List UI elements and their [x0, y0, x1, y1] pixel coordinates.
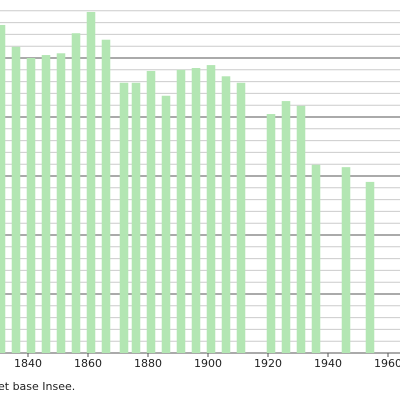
bar: [71, 33, 81, 353]
bar: [101, 39, 111, 354]
x-tick-label: 1920: [254, 357, 282, 370]
bar: [281, 101, 291, 353]
bar: [221, 76, 231, 353]
bar: [56, 53, 66, 353]
bar: [161, 95, 171, 353]
bar: [176, 69, 186, 354]
x-tick-label: 1860: [74, 357, 102, 370]
bar: [266, 114, 276, 353]
bar: [86, 11, 96, 353]
bar: [26, 58, 36, 353]
bar: [206, 65, 216, 353]
bar: [41, 55, 51, 354]
bar: [365, 181, 375, 353]
bar: [146, 70, 156, 353]
bar: [341, 167, 351, 353]
bar: [119, 82, 129, 353]
bar: [191, 68, 201, 353]
x-tick-label: 1840: [14, 357, 42, 370]
x-tick-label: 1880: [134, 357, 162, 370]
x-tick-label: 1940: [314, 357, 342, 370]
bar: [311, 164, 321, 353]
bar: [11, 46, 21, 353]
source-note: et base Insee.: [0, 380, 75, 393]
bar: [236, 82, 246, 353]
bar: [0, 24, 6, 354]
x-tick-label: 1960: [374, 357, 400, 370]
bar: [296, 105, 306, 353]
x-tick-label: 1900: [194, 357, 222, 370]
bar: [131, 82, 141, 353]
